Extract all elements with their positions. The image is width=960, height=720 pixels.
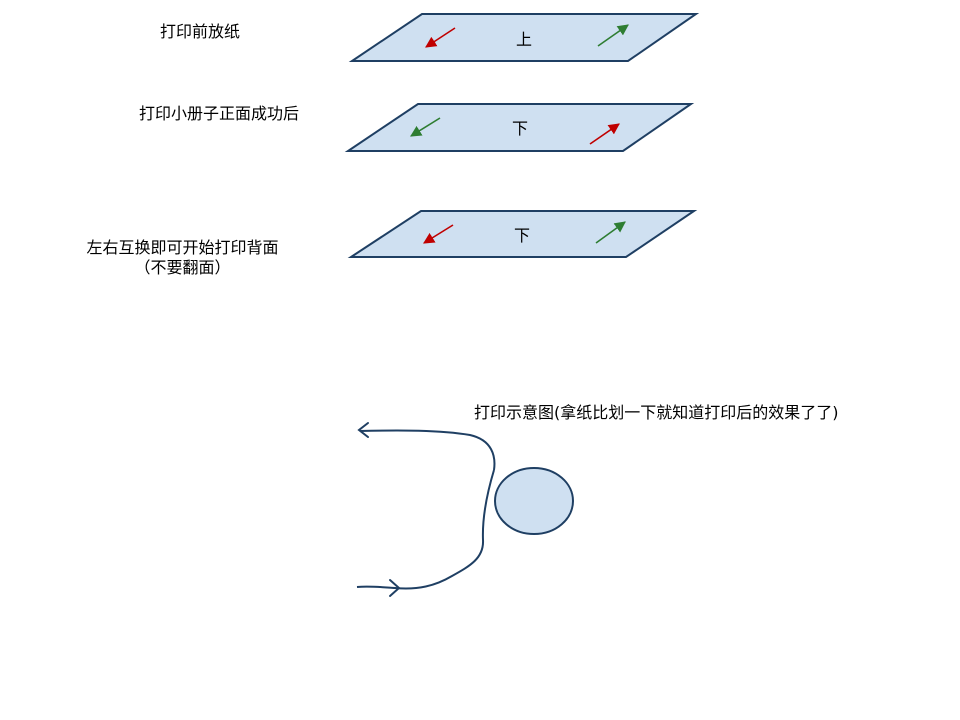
red-arrow-icon — [425, 27, 456, 48]
green-arrow-icon — [595, 221, 626, 244]
step-swap-line2: （不要翻面） — [134, 258, 231, 277]
red-arrow-icon — [589, 123, 620, 145]
paper-sheet-after-front: 下 — [344, 103, 695, 152]
sheet-parallelogram — [344, 103, 695, 152]
sheet-label: 上 — [516, 30, 532, 49]
step-swap-label: 左右互换即可开始打印背面 （不要翻面） — [60, 238, 305, 278]
step-after-front-label: 打印小册子正面成功后 — [139, 104, 300, 123]
paper-path-upper — [359, 429, 496, 471]
green-arrow-icon — [597, 24, 629, 47]
sheet-parallelogram — [348, 13, 700, 62]
green-arrow-icon — [410, 117, 441, 137]
sheet-label: 下 — [512, 119, 528, 138]
paper-sheet-swapped: 下 — [347, 210, 698, 258]
left-arrowhead-icon — [357, 422, 369, 438]
sheet-parallelogram — [347, 210, 698, 258]
paper-sheet-before: 上 — [348, 13, 700, 62]
right-arrowhead-icon — [389, 579, 401, 597]
step-before-label: 打印前放纸 — [160, 22, 241, 41]
sheet-label: 下 — [514, 226, 530, 245]
roller-circle — [494, 467, 574, 535]
step-swap-line1: 左右互换即可开始打印背面 — [86, 238, 279, 257]
printing-demo — [356, 422, 574, 597]
paper-path-lower — [356, 469, 495, 590]
demo-caption: 打印示意图(拿纸比划一下就知道打印后的效果了了) — [474, 403, 839, 422]
red-arrow-icon — [423, 224, 454, 244]
